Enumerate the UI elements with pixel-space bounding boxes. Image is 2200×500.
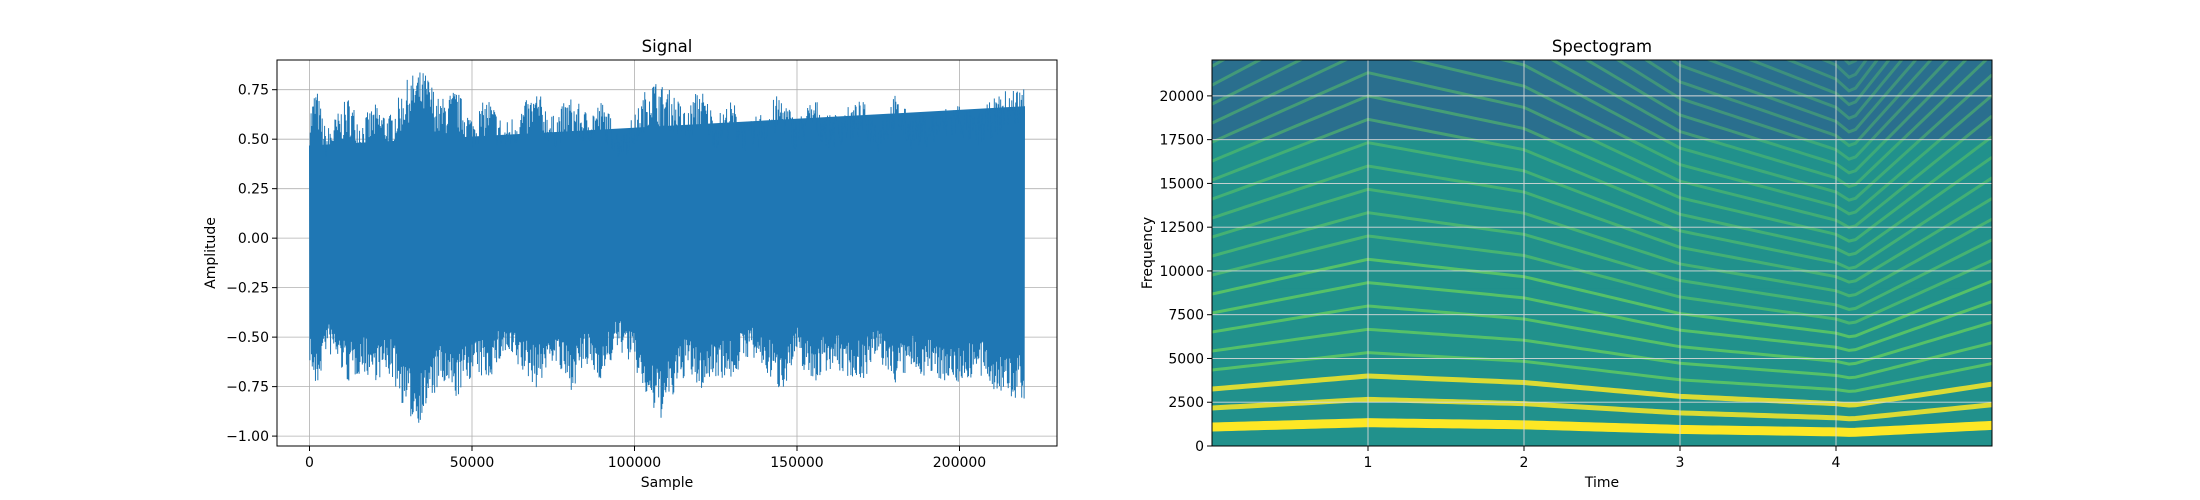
spectrogram-x-label: Time (1584, 475, 1619, 491)
spectrogram-x-tick-label: 3 (1676, 455, 1685, 471)
spectrogram-chart: 1 2 3 4 0 2500 5000 7500 10000 12500 15000 17500 20… (1140, 0, 1993, 491)
signal-x-tick-label: 0 (305, 455, 314, 471)
spectrogram-harmonic (1212, 327, 1992, 380)
spectrogram-harmonic (1212, 164, 1992, 284)
spectrogram-y-tick-label: 7500 (1168, 308, 1204, 324)
spectrogram-y-tick-label: 12500 (1159, 220, 1204, 236)
signal-y-tick-label: 0.25 (238, 182, 269, 198)
signal-y-tick-label: −0.50 (226, 330, 269, 346)
spectrogram-harmonic (1212, 187, 1992, 298)
spectrogram-y-tick-label: 2500 (1168, 395, 1204, 411)
signal-waveform (309, 72, 1025, 423)
spectrogram-harmonic (1212, 60, 1992, 202)
spectrogram-harmonic (1212, 396, 1992, 422)
spectrogram-harmonic (1643, 60, 1933, 148)
signal-y-tick-label: 0.75 (238, 83, 269, 99)
spectrogram-harmonic (1212, 418, 1992, 437)
spectrogram-harmonic (1705, 60, 1904, 120)
spectrogram-y-tick-label: 15000 (1159, 176, 1204, 192)
spectrogram-harmonic (1784, 60, 1879, 93)
spectrogram-y-tick-label: 17500 (1159, 133, 1204, 149)
signal-title: Signal (642, 37, 693, 56)
spectrogram-harmonic (1212, 281, 1992, 352)
signal-x-tick-label: 100000 (608, 455, 661, 471)
spectrogram-harmonic (1212, 117, 1992, 257)
spectrogram-harmonic (1820, 60, 1868, 80)
spectrogram-x-axis: 1 2 3 4 (1364, 446, 1841, 471)
signal-x-tick-label: 50000 (450, 455, 495, 471)
spectrogram-title: Spectogram (1552, 37, 1652, 56)
spectrogram-y-tick-label: 5000 (1168, 351, 1204, 367)
spectrogram-harmonic (1212, 351, 1992, 393)
spectrogram-grid (1212, 60, 1992, 446)
spectrogram-x-tick-label: 2 (1520, 455, 1529, 471)
spectrogram-y-tick-label: 20000 (1159, 89, 1204, 105)
spectrogram-harmonic (1212, 373, 1992, 408)
spectrogram-harmonic (1212, 0, 1992, 23)
signal-frame (276, 59, 1058, 447)
spectrogram-harmonic (1212, 304, 1992, 366)
signal-x-tick-label: 150000 (770, 455, 823, 471)
spectrogram-y-tick-label: 0 (1195, 439, 1204, 455)
spectrogram-harmonic (1212, 0, 1992, 36)
spectrogram-harmonics (1212, 0, 1992, 437)
spectrogram-harmonic (1615, 60, 1950, 161)
spectrogram-harmonic (1212, 0, 1992, 9)
signal-chart: 0 50000 100000 150000 200000 −1.00 −0.75 −0.50… (203, 37, 1058, 491)
spectrogram-y-axis: 0 2500 5000 7500 10000 12500 15000 17500 20000 (1159, 89, 1212, 455)
spectrogram-harmonic (1746, 60, 1891, 107)
spectrogram-harmonic (1669, 60, 1918, 134)
spectrogram-x-tick-label: 1 (1364, 455, 1373, 471)
spectrogram-harmonic (1212, 257, 1992, 339)
signal-y-label: Amplitude (203, 217, 219, 289)
spectrogram-harmonic (1212, 60, 1989, 189)
spectrogram-harmonic (1212, 60, 1992, 216)
spectrogram-x-tick-label: 4 (1832, 455, 1841, 471)
signal-y-axis: −1.00 −0.75 −0.50 −0.25 0.00 0.25 0.50 0.75 (226, 83, 277, 445)
signal-x-tick-label: 200000 (933, 455, 986, 471)
spectrogram-y-label: Frequency (1140, 217, 1156, 289)
signal-y-tick-label: −0.75 (226, 380, 269, 396)
signal-y-tick-label: 0.00 (238, 231, 269, 247)
signal-y-tick-label: −1.00 (226, 429, 269, 445)
spectrogram-harmonic (1212, 141, 1992, 271)
signal-x-axis: 0 50000 100000 150000 200000 (305, 446, 986, 471)
signal-y-tick-label: 0.50 (238, 132, 269, 148)
spectrogram-harmonic (1212, 60, 1968, 175)
spectrogram-frame (1211, 59, 1993, 447)
spectrogram-harmonic (1212, 211, 1992, 311)
spectrogram-harmonic (1212, 234, 1992, 325)
spectrogram-y-tick-label: 10000 (1159, 264, 1204, 280)
signal-x-label: Sample (641, 475, 694, 491)
spectrogram-harmonic (1212, 94, 1992, 243)
spectrogram-harmonic (1212, 71, 1992, 230)
signal-y-tick-label: −0.25 (226, 281, 269, 297)
